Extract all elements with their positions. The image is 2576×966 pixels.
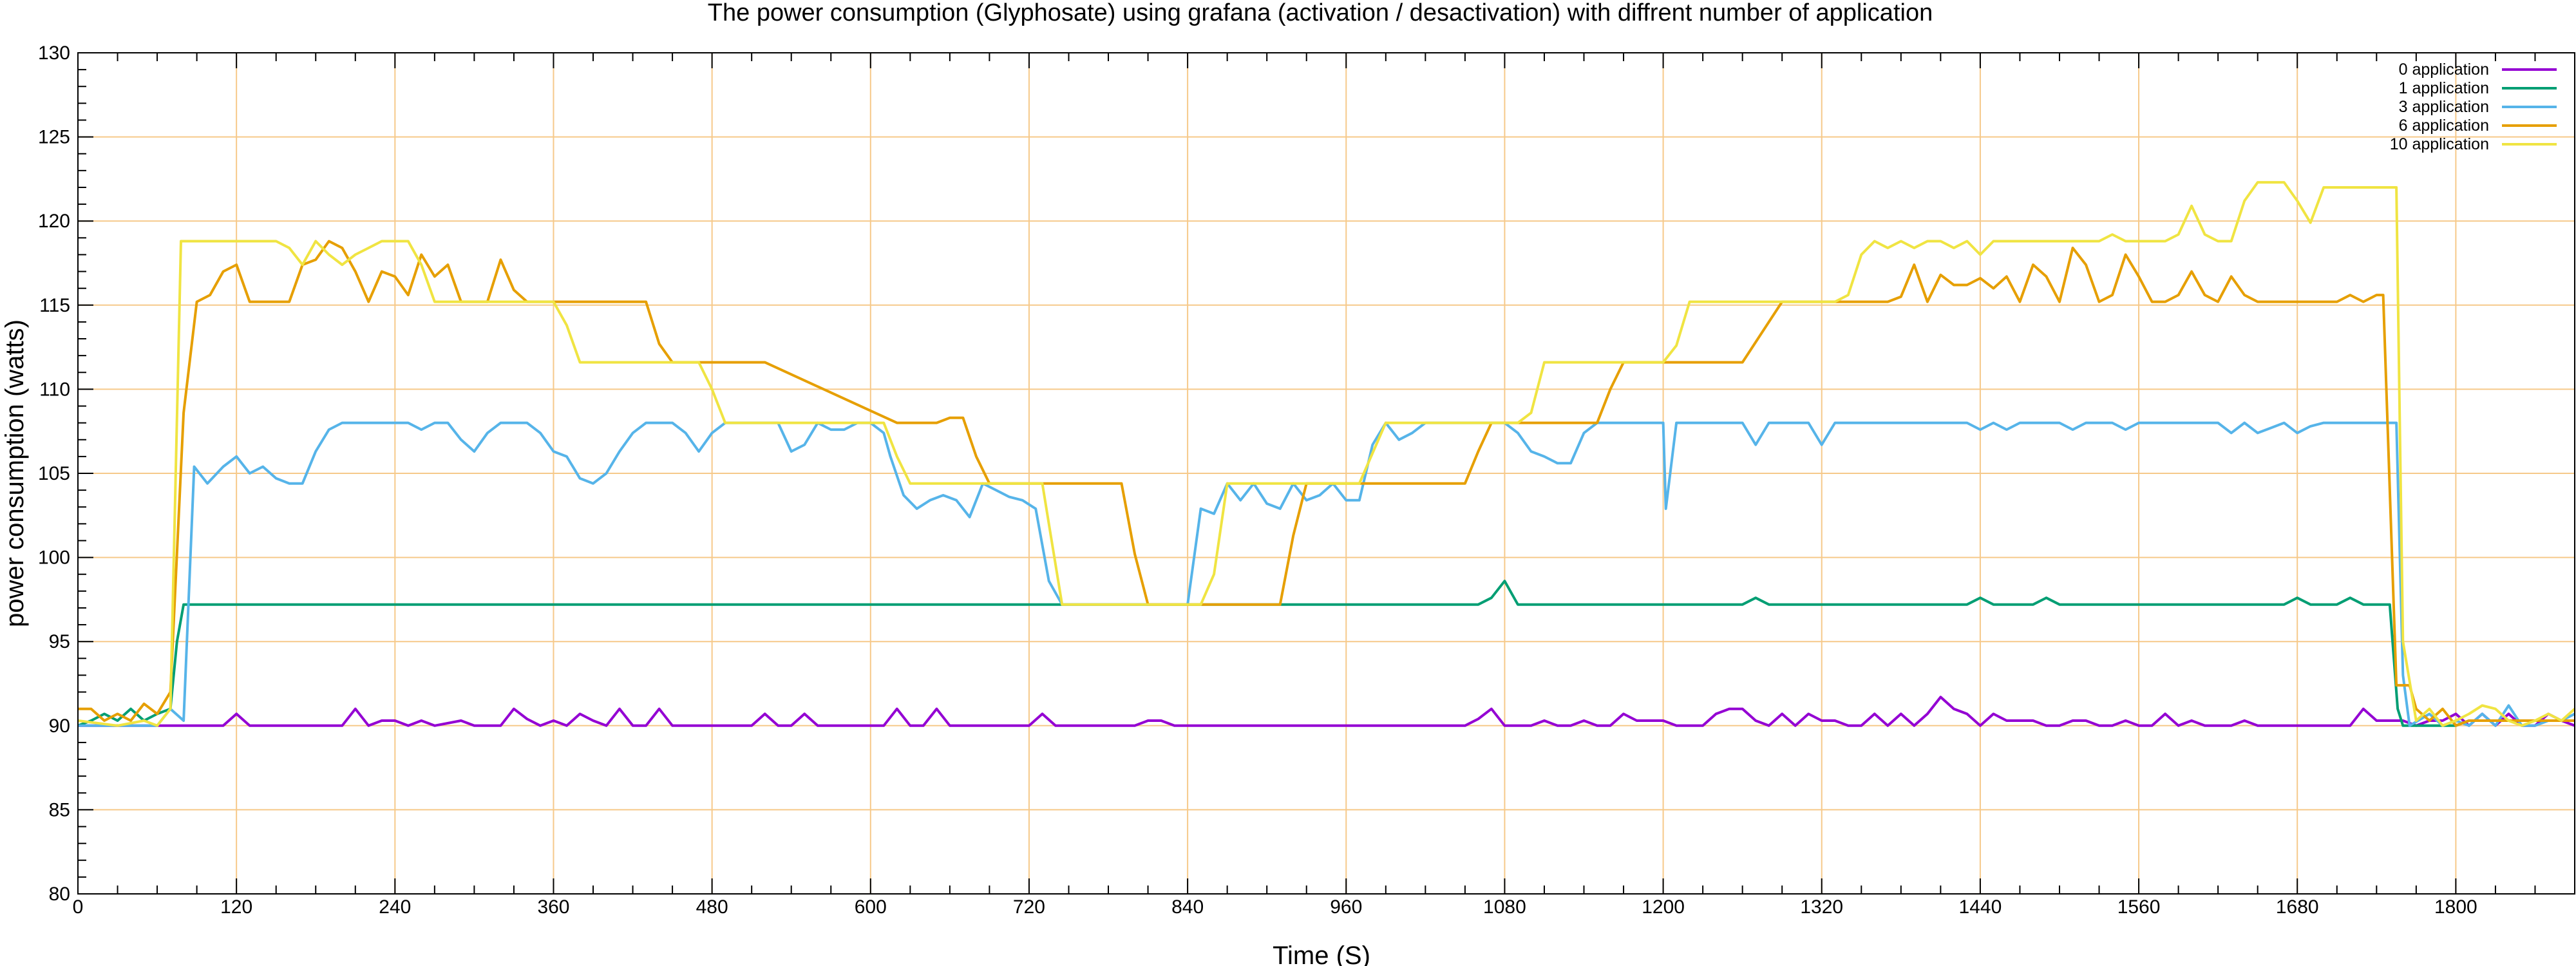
x-tick-label: 1560 — [2117, 896, 2161, 918]
y-tick-label: 125 — [38, 127, 70, 148]
y-axis-label: power consumption (watts) — [1, 319, 29, 627]
x-tick-label: 120 — [220, 896, 252, 918]
legend-label: 10 application — [2390, 135, 2489, 153]
legend-label: 3 application — [2399, 98, 2489, 116]
y-tick-label: 100 — [38, 547, 70, 569]
series-line — [77, 181, 2576, 727]
y-tick-label: 115 — [39, 295, 70, 316]
y-tick-label: 130 — [38, 43, 70, 64]
series-line — [78, 421, 2575, 727]
x-tick-label: 0 — [73, 896, 84, 918]
y-tick-label: 85 — [49, 799, 70, 820]
y-tick-label: 95 — [49, 631, 70, 652]
plot-frame — [77, 52, 2575, 895]
x-tick-label: 1680 — [2276, 896, 2319, 918]
series-line — [77, 580, 2575, 727]
x-tick-label: 840 — [1171, 896, 1204, 918]
legend-label: 1 application — [2399, 79, 2489, 97]
x-axis-label: Time (S) — [1273, 942, 1370, 966]
series-line — [78, 696, 2575, 727]
x-tick-label: 600 — [855, 896, 887, 918]
y-tick-label: 120 — [38, 211, 70, 232]
chart-title: The power consumption (Glyphosate) using… — [708, 0, 1933, 26]
y-tick-label: 110 — [39, 379, 70, 400]
x-tick-label: 960 — [1330, 896, 1362, 918]
x-tick-label: 720 — [1013, 896, 1045, 918]
legend-label: 6 application — [2399, 117, 2489, 135]
legend-label: 0 application — [2399, 61, 2489, 79]
x-tick-label: 240 — [379, 896, 411, 918]
x-tick-label: 1440 — [1959, 896, 2002, 918]
series-lines — [77, 181, 2576, 727]
x-tick-label: 360 — [537, 896, 569, 918]
x-tick-label: 1320 — [1800, 896, 1843, 918]
axis-ticks: 0 120 240 360 480 600 720 840 960 1080 1200 1320 144… — [38, 43, 2477, 918]
grid — [78, 53, 2575, 894]
x-tick-label: 1080 — [1483, 896, 1526, 918]
x-tick-label: 1800 — [2434, 896, 2477, 918]
y-tick-label: 105 — [38, 463, 70, 484]
y-tick-label: 80 — [49, 884, 70, 905]
y-tick-label: 90 — [49, 715, 70, 737]
minor-ticks — [77, 52, 2575, 895]
x-tick-label: 480 — [696, 896, 728, 918]
x-tick-label: 1200 — [1642, 896, 1685, 918]
